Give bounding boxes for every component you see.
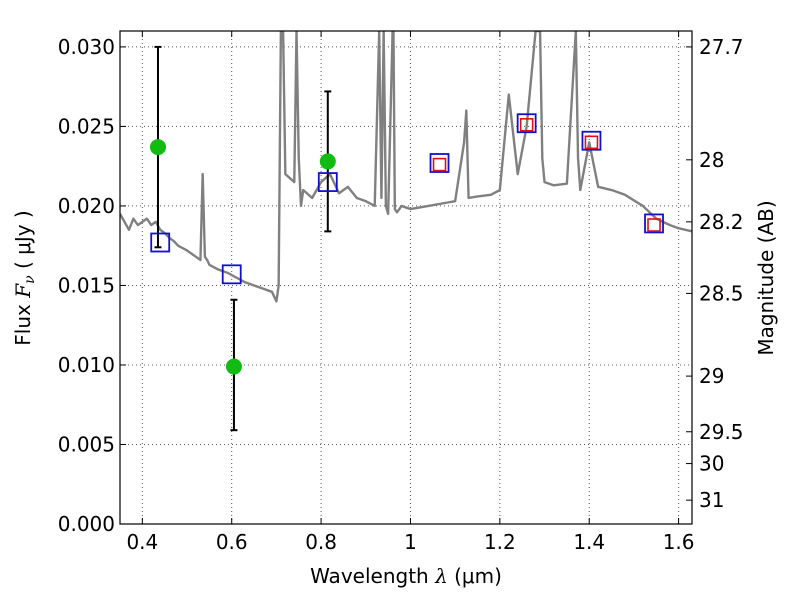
y2-tick-label: 30 — [699, 452, 724, 476]
y2-tick-label: 27.7 — [699, 35, 744, 59]
y2-tick-label: 29.5 — [699, 420, 744, 444]
spectrum-series — [120, 31, 692, 303]
spectrum-line — [120, 31, 692, 303]
inner-box-point — [584, 135, 599, 150]
x-tick-label: 0.6 — [216, 530, 248, 554]
model-box-point — [516, 113, 537, 134]
x-axis-title: Wavelength λ (μm) — [310, 564, 502, 588]
x-tick-label: 0.4 — [126, 530, 158, 554]
photometry-point — [319, 153, 336, 170]
photometry-point — [149, 139, 166, 156]
model-box-point — [150, 232, 171, 253]
inner-box-point — [519, 118, 534, 132]
x-tick-label: 1.2 — [484, 530, 516, 554]
model-box-series — [150, 113, 664, 285]
model-box-point — [317, 172, 338, 192]
x-tick-label: 1.4 — [573, 530, 605, 554]
y-tick-label: 0.025 — [58, 114, 115, 138]
plot-frame — [119, 30, 693, 525]
x-tick-label: 0.8 — [305, 530, 337, 554]
y2-axis-title: Magnitude (AB) — [754, 200, 778, 355]
tick-labels: 0.4 0.6 0.8 1 1.2 1.4 1.6 0.000 0.005 0.010 0.015 0… — [58, 35, 744, 554]
y-axis-title: Flux Fν ( μJy ) — [11, 210, 38, 345]
axis-ticks — [120, 31, 692, 525]
model-box-point — [221, 264, 242, 285]
y-tick-label: 0.030 — [58, 35, 115, 59]
photometry-point — [225, 358, 242, 375]
model-box-point — [644, 213, 664, 234]
y-tick-label: 0.005 — [58, 432, 115, 456]
y-tick-label: 0.010 — [58, 353, 115, 377]
x-tick-label: 1 — [404, 530, 417, 554]
y-tick-label: 0.020 — [58, 194, 115, 218]
y2-tick-label: 29 — [699, 364, 724, 388]
y2-tick-label: 28 — [699, 148, 724, 172]
inner-box-series — [432, 118, 661, 232]
model-box-point — [429, 153, 450, 173]
inner-box-point — [647, 218, 661, 232]
y2-tick-label: 31 — [699, 488, 724, 512]
y-tick-label: 0.000 — [58, 512, 115, 536]
x-tick-label: 1.6 — [663, 530, 695, 554]
y-tick-label: 0.015 — [58, 273, 115, 297]
y2-tick-label: 28.5 — [699, 281, 744, 305]
grid-lines — [120, 31, 692, 525]
photometry-series — [149, 45, 336, 432]
model-box-point — [581, 130, 602, 151]
inner-box-point — [432, 157, 447, 172]
y2-tick-label: 28.2 — [699, 210, 744, 234]
